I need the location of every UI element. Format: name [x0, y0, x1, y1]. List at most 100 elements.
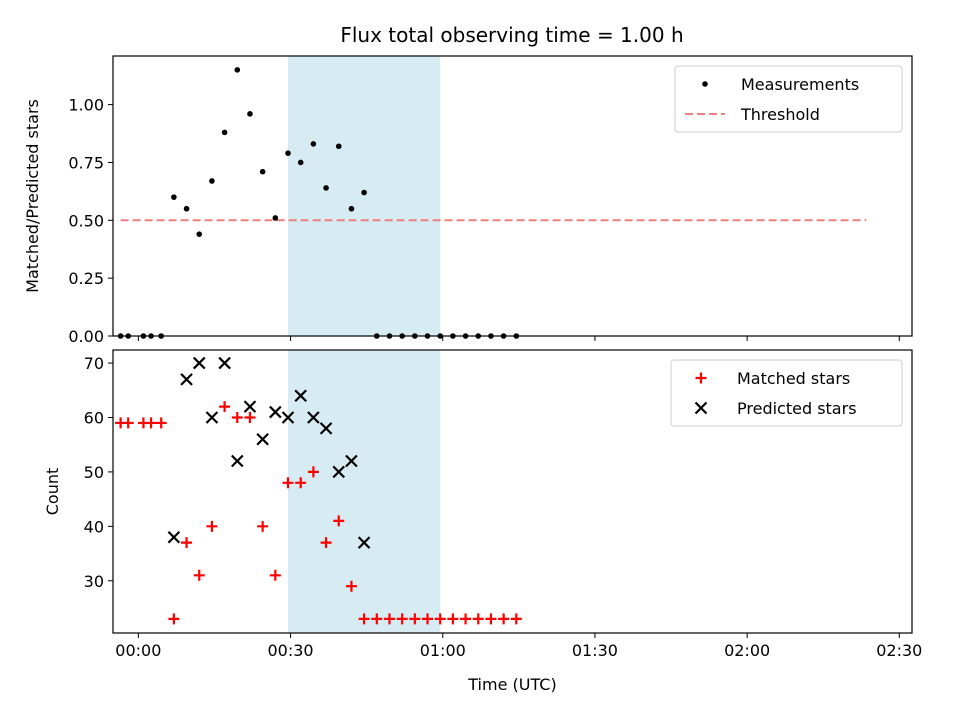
- legend-label: Predicted stars: [737, 399, 857, 418]
- bottom-axes: 30 40 50 60 70 00:00 00:30 01:00 01:30 02:00 02:30…: [43, 349, 922, 694]
- legend-box: [670, 359, 903, 427]
- data-point: [460, 613, 472, 625]
- legend-marker: [695, 372, 707, 384]
- y-tick-label: 0.75: [68, 153, 104, 172]
- legend: Matched stars Predicted stars: [670, 359, 903, 427]
- legend-marker: [702, 81, 708, 87]
- data-point: [244, 411, 256, 423]
- series-predicted-stars: [167, 356, 371, 549]
- data-point: [307, 411, 320, 424]
- legend-marker: [694, 401, 708, 415]
- data-point: [256, 432, 269, 446]
- chart-title: Flux total observing time = 1.00 h: [340, 23, 683, 47]
- y-tick-label: 30: [84, 572, 104, 591]
- data-point: [434, 613, 446, 625]
- y-tick-label: 0.25: [68, 269, 104, 288]
- data-point: [371, 613, 383, 625]
- data-point: [257, 520, 269, 532]
- x-tick-label: 01:30: [572, 641, 618, 660]
- x-tick-label: 02:00: [724, 641, 770, 660]
- data-point: [183, 205, 190, 212]
- axes-frame: [112, 55, 913, 337]
- y-tick-label: 0.50: [68, 211, 104, 230]
- data-point: [243, 400, 257, 413]
- data-point: [348, 205, 355, 212]
- data-point: [145, 417, 157, 429]
- data-point: [319, 422, 333, 435]
- x-tick-label: 02:30: [876, 641, 922, 660]
- y-axis-label: Matched/Predicted stars: [23, 99, 42, 293]
- data-point: [498, 613, 510, 625]
- data-point: [272, 215, 279, 221]
- data-point: [205, 411, 219, 424]
- data-point: [196, 231, 203, 237]
- data-point: [358, 613, 370, 625]
- data-point: [383, 613, 395, 625]
- data-point: [472, 613, 484, 625]
- data-point: [247, 111, 253, 117]
- legend: Measurements Threshold: [674, 65, 903, 133]
- data-point: [259, 168, 266, 175]
- legend-box: [674, 65, 903, 133]
- data-point: [167, 530, 181, 544]
- data-point: [206, 520, 218, 532]
- data-point: [281, 411, 295, 424]
- data-point: [193, 569, 205, 581]
- data-point: [282, 477, 294, 489]
- legend-label: Threshold: [740, 105, 820, 124]
- y-tick-label: 70: [84, 354, 104, 373]
- data-point: [345, 580, 357, 592]
- observing-window-span: [288, 56, 441, 336]
- y-tick-label: 60: [84, 408, 104, 427]
- data-point: [310, 141, 317, 147]
- x-tick-label: 00:00: [115, 641, 161, 660]
- data-point: [221, 129, 228, 136]
- data-point: [323, 185, 329, 191]
- data-point: [218, 356, 231, 370]
- legend-label: Matched stars: [737, 369, 850, 388]
- data-point: [192, 356, 206, 370]
- data-point: [396, 613, 408, 625]
- data-point: [345, 454, 358, 468]
- data-point: [485, 613, 497, 625]
- axes-frame: [112, 349, 913, 634]
- data-point: [269, 405, 282, 419]
- x-tick-label: 00:30: [268, 641, 314, 660]
- data-point: [171, 194, 177, 200]
- data-point: [361, 189, 367, 196]
- data-point: [122, 417, 134, 429]
- y-axis-label: Count: [43, 468, 62, 516]
- data-point: [297, 159, 304, 166]
- data-point: [510, 613, 522, 625]
- data-point: [168, 613, 180, 625]
- data-point: [294, 389, 307, 402]
- x-axis-label: Time (UTC): [467, 675, 556, 694]
- data-point: [231, 454, 244, 468]
- data-point: [219, 401, 231, 413]
- data-point: [285, 150, 291, 156]
- data-point: [155, 417, 167, 429]
- data-point: [409, 613, 421, 625]
- data-point: [357, 536, 371, 549]
- data-point: [307, 466, 319, 478]
- data-point: [181, 537, 193, 549]
- data-point: [295, 477, 307, 489]
- data-point: [422, 613, 434, 625]
- data-point: [180, 373, 193, 386]
- legend-label: Measurements: [741, 75, 859, 94]
- data-point: [234, 67, 241, 73]
- observing-window-span: [288, 350, 441, 633]
- y-tick-label: 0.00: [68, 327, 104, 346]
- y-tick-label: 50: [84, 463, 104, 482]
- data-point: [209, 178, 215, 184]
- y-tick-label: 1.00: [68, 96, 104, 115]
- data-point: [333, 515, 345, 527]
- data-point: [231, 411, 243, 423]
- data-point: [335, 143, 342, 150]
- series-matched-stars: [115, 401, 522, 625]
- data-point: [269, 569, 281, 581]
- x-tick-label: 01:00: [420, 641, 466, 660]
- data-point: [447, 613, 459, 625]
- y-tick-label: 40: [84, 517, 104, 536]
